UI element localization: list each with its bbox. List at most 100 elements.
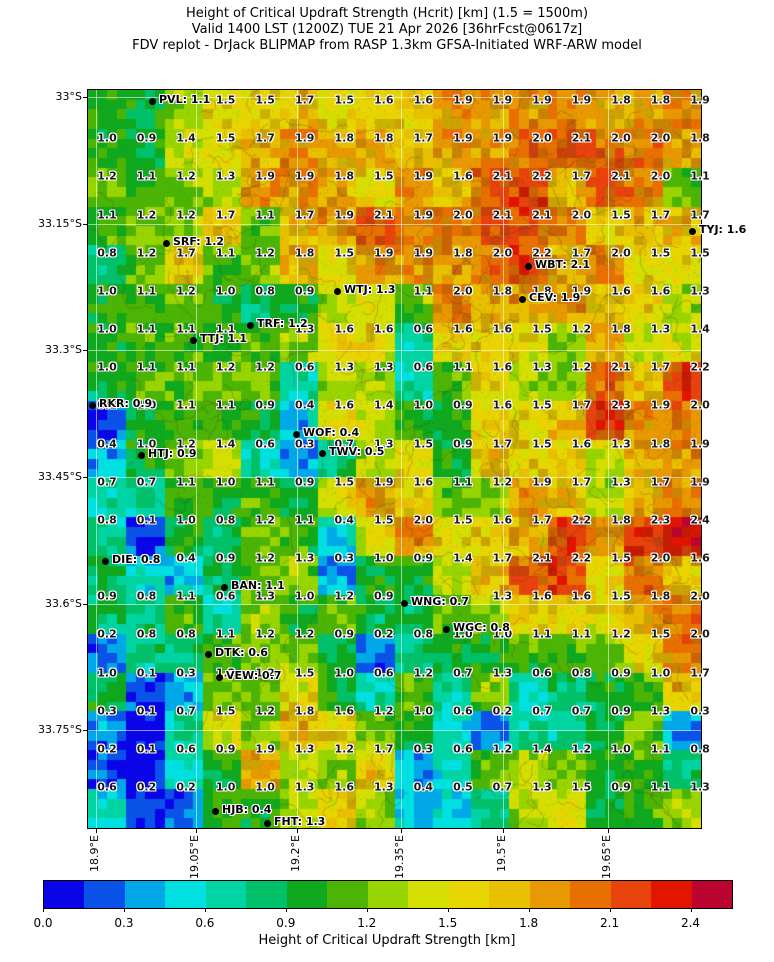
colorbar-tick-mark (285, 908, 287, 912)
grid-value: 1.7 (532, 513, 552, 527)
station-dot-wgc (442, 625, 450, 633)
grid-value: 1.8 (334, 169, 354, 183)
grid-value: 1.2 (255, 513, 275, 527)
grid-value: 0.4 (176, 551, 196, 565)
colorbar-tick-mark (447, 908, 449, 912)
grid-value: 1.6 (334, 322, 354, 336)
grid-value: 0.7 (571, 704, 592, 718)
grid-value: 0.9 (611, 666, 631, 680)
grid-value: 0.4 (413, 780, 434, 794)
station-label-cev: CEV: 1.9 (529, 291, 581, 304)
grid-value: 1.7 (650, 360, 671, 374)
lat-tick-mark (83, 604, 87, 605)
grid-value: 0.9 (334, 627, 354, 641)
grid-value: 1.9 (492, 93, 513, 107)
station-dot-htj (137, 451, 145, 459)
grid-value: 1.9 (413, 208, 434, 221)
grid-value: 1.8 (650, 589, 671, 603)
lon-tick-label: 19.65°E (600, 835, 613, 879)
lat-tick-mark (83, 97, 87, 98)
grid-value: 1.6 (374, 322, 394, 336)
colorbar-tick-mark (204, 908, 206, 912)
station-label-htj: HTJ: 0.9 (148, 447, 197, 460)
grid-value: 1.2 (413, 666, 434, 680)
colorbar-segment (651, 881, 692, 908)
grid-value: 1.1 (215, 398, 236, 412)
grid-value: 0.9 (255, 398, 275, 412)
grid-value: 1.1 (176, 589, 196, 603)
grid-value: 1.9 (571, 93, 592, 107)
grid-value: 1.9 (374, 475, 394, 489)
grid-value: 1.6 (571, 437, 592, 451)
station-label-twv: TWV: 0.5 (329, 445, 385, 458)
grid-value: 0.6 (374, 666, 394, 680)
heatmap-canvas (88, 90, 701, 828)
grid-value: 2.1 (532, 208, 552, 221)
figure-title-block: Height of Critical Updraft Strength (Hcr… (0, 6, 774, 54)
colorbar-tick-mark (609, 908, 611, 912)
station-dot-wtj (333, 287, 341, 295)
lon-tick-mark (96, 829, 97, 833)
grid-value: 1.2 (176, 284, 196, 298)
grid-value: 1.6 (334, 704, 354, 718)
grid-value: 1.7 (413, 131, 434, 145)
grid-value: 1.8 (294, 704, 315, 718)
graticule-line (88, 604, 701, 605)
grid-value: 1.5 (215, 93, 236, 107)
station-label-trf: TRF: 1.2 (257, 317, 308, 330)
grid-value: 1.5 (571, 780, 592, 794)
grid-value: 2.3 (650, 513, 671, 527)
grid-value: 1.3 (650, 322, 671, 336)
lat-tick-mark (83, 477, 87, 478)
grid-value: 1.1 (255, 208, 275, 221)
grid-value: 1.2 (255, 627, 275, 641)
graticule-line (88, 477, 701, 478)
grid-value: 1.0 (650, 666, 671, 680)
grid-value: 1.2 (294, 627, 315, 641)
grid-value: 1.1 (215, 627, 236, 641)
grid-value: 1.3 (374, 360, 394, 374)
station-dot-srf (162, 239, 170, 247)
grid-value: 1.5 (532, 322, 552, 336)
station-label-hjb: HJB: 0.4 (222, 803, 272, 816)
grid-value: 0.6 (97, 780, 117, 794)
grid-value: 1.1 (176, 398, 196, 412)
grid-value: 2.1 (611, 360, 631, 374)
station-dot-hjb (211, 807, 219, 815)
grid-value: 1.9 (294, 169, 315, 183)
colorbar-title: Height of Critical Updraft Strength [km] (258, 933, 516, 948)
grid-value: 1.7 (294, 208, 315, 221)
grid-values-layer: 1.5 1.5 1.7 1.5 1.6 1.6 1.9 1.9 1.9 1.9 1.8 1.8 1.9 1… (88, 90, 710, 828)
grid-value: 2.0 (650, 131, 671, 145)
grid-value: 0.9 (215, 742, 236, 756)
grid-value: 0.2 (136, 780, 157, 794)
station-dot-wbt (524, 262, 532, 270)
lon-tick-mark (503, 829, 504, 833)
grid-value: 2.2 (571, 551, 592, 565)
grid-value: 1.0 (334, 666, 354, 680)
grid-value: 1.0 (374, 551, 394, 565)
grid-value: 0.8 (97, 513, 117, 527)
lat-tick-mark (83, 350, 87, 351)
grid-value: 0.9 (136, 131, 157, 145)
grid-value: 1.1 (453, 475, 473, 489)
grid-value: 1.3 (374, 437, 394, 451)
colorbar-segment (165, 881, 206, 908)
grid-value: 1.5 (215, 131, 236, 145)
grid-value: 1.8 (650, 93, 671, 107)
grid-value: 2.0 (690, 589, 710, 603)
grid-value: 1.2 (136, 246, 157, 260)
station-dot-twv (318, 449, 326, 457)
grid-value: 0.1 (136, 704, 157, 718)
lon-tick-label: 19.05°E (188, 835, 201, 879)
grid-value: 1.0 (97, 131, 117, 145)
grid-value: 1.4 (176, 131, 196, 145)
grid-value: 2.0 (611, 246, 631, 260)
grid-value: 1.8 (492, 284, 513, 298)
grid-value: 1.0 (413, 704, 434, 718)
grid-value: 0.9 (413, 551, 434, 565)
grid-value: 2.1 (571, 131, 592, 145)
grid-value: 2.0 (690, 627, 710, 641)
grid-value: 1.5 (255, 93, 275, 107)
grid-value: 1.2 (255, 246, 275, 260)
